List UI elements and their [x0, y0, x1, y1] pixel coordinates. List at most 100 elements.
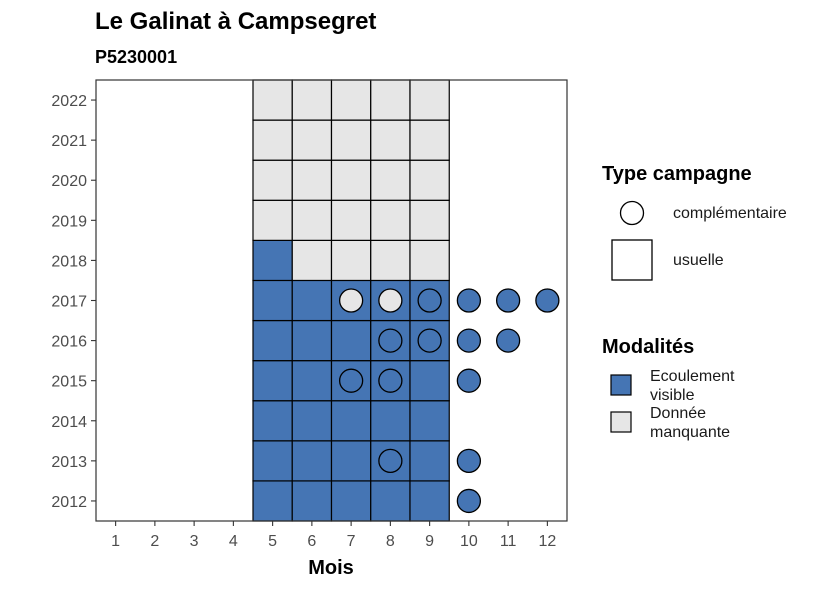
- point-2017-9: [417, 288, 442, 313]
- tile-2021-9: [409, 119, 450, 161]
- point-2017-11: [495, 288, 521, 313]
- legend-type-label-square: usuelle: [673, 252, 724, 269]
- x-tick-label-7: 7: [347, 533, 356, 550]
- x-tick-label-5: 5: [268, 533, 277, 550]
- tile-2012-6: [291, 480, 333, 522]
- x-axis-title: Mois: [308, 557, 354, 579]
- tile-2017-9: [409, 279, 450, 322]
- y-tick-label-2021: 2021: [51, 133, 87, 150]
- plot-panel: [95, 79, 568, 522]
- tile-2021-7: [330, 119, 372, 161]
- tile-2018-8: [370, 239, 411, 282]
- tile-2014-7: [330, 400, 372, 442]
- tile-2019-7: [330, 199, 372, 241]
- tile-2015-5: [252, 360, 293, 402]
- point-2017-7: [338, 288, 364, 313]
- tile-2012-5: [252, 480, 293, 522]
- tile-2012-9: [409, 480, 450, 522]
- point-2012-10: [456, 488, 482, 514]
- legend-type-key-circle: [619, 200, 645, 226]
- tile-2018-5: [252, 239, 293, 282]
- tile-2016-5: [252, 319, 293, 362]
- y-tick-label-2014: 2014: [51, 414, 87, 431]
- legend-modalites-title: Modalités: [602, 336, 694, 358]
- point-2015-8: [378, 368, 403, 393]
- tile-2014-6: [291, 400, 333, 442]
- chart-subtitle: P5230001: [95, 47, 177, 67]
- x-tick-label-2: 2: [150, 533, 159, 550]
- tile-2015-6: [291, 360, 333, 402]
- legend-modalite-label-donnee_manquante-0: Donnée: [650, 405, 706, 422]
- x-tick-label-9: 9: [425, 533, 434, 550]
- tile-2016-7: [330, 319, 372, 362]
- point-2017-12: [535, 288, 560, 313]
- legend-type-label-circle: complémentaire: [673, 205, 787, 222]
- point-2017-10: [456, 288, 482, 313]
- tile-2014-5: [252, 400, 293, 442]
- legend-modalite-key-ecoulement_visible: [610, 374, 632, 396]
- x-tick-label-1: 1: [111, 533, 120, 550]
- tile-2020-5: [252, 159, 293, 201]
- tile-2012-7: [330, 480, 372, 522]
- x-tick-label-4: 4: [229, 533, 238, 550]
- point-2015-10: [456, 368, 482, 393]
- tile-2022-7: [330, 79, 372, 121]
- y-tick-label-2018: 2018: [51, 253, 87, 270]
- tile-2020-7: [330, 159, 372, 201]
- tile-2022-5: [252, 79, 293, 121]
- y-tick-label-2013: 2013: [51, 454, 87, 471]
- tile-2022-9: [409, 79, 450, 121]
- chart-title: Le Galinat à Campsegret: [95, 8, 376, 35]
- y-tick-label-2019: 2019: [51, 213, 87, 230]
- tile-2013-6: [291, 440, 333, 482]
- point-2016-9: [417, 328, 442, 353]
- legend-modalite-key-donnee_manquante: [610, 411, 632, 433]
- point-2013-8: [378, 448, 403, 474]
- tile-2014-9: [409, 400, 450, 442]
- tile-2017-6: [291, 279, 333, 322]
- tile-2017-5: [252, 279, 293, 322]
- tile-2018-9: [409, 239, 450, 282]
- y-tick-label-2017: 2017: [51, 294, 87, 311]
- point-2015-7: [338, 368, 364, 393]
- y-tick-label-2022: 2022: [51, 93, 87, 110]
- tile-2020-9: [409, 159, 450, 201]
- legend-modalite-label-ecoulement_visible-1: visible: [650, 387, 695, 404]
- tile-2019-9: [409, 199, 450, 241]
- legend-type-campagne: Type campagne complémentaire usuelle: [602, 163, 787, 281]
- tile-2013-9: [409, 440, 450, 482]
- tile-2019-8: [370, 199, 411, 241]
- tile-2021-6: [291, 119, 333, 161]
- y-tick-label-2016: 2016: [51, 334, 87, 351]
- legend-modalite-label-donnee_manquante-1: manquante: [650, 424, 730, 441]
- x-axis: 1 2 3 4 5 6 7 8 9 10 11 12: [111, 521, 556, 550]
- x-tick-label-8: 8: [386, 533, 395, 550]
- tile-2019-6: [291, 199, 333, 241]
- tile-2012-8: [370, 480, 411, 522]
- tile-2018-6: [291, 239, 333, 282]
- y-tick-label-2012: 2012: [51, 494, 87, 511]
- legend-type-title: Type campagne: [602, 163, 752, 185]
- tile-2015-9: [409, 360, 450, 402]
- tile-2022-8: [370, 79, 411, 121]
- x-tick-label-3: 3: [190, 533, 199, 550]
- tile-2020-6: [291, 159, 333, 201]
- tile-2016-6: [291, 319, 333, 362]
- y-axis: 2012 2013 2014 2015 2016 2017 2018 2019 2020 2021…: [51, 93, 96, 511]
- tile-2022-6: [291, 79, 333, 121]
- point-2016-11: [495, 328, 521, 353]
- x-tick-label-11: 11: [500, 533, 517, 550]
- y-tick-label-2015: 2015: [51, 374, 87, 391]
- y-tick-label-2020: 2020: [51, 173, 87, 190]
- legend-modalite-label-ecoulement_visible-0: Ecoulement: [650, 368, 735, 385]
- x-tick-label-10: 10: [460, 533, 478, 550]
- tile-2014-8: [370, 400, 411, 442]
- tile-2013-7: [330, 440, 372, 482]
- tile-2018-7: [330, 239, 372, 282]
- x-tick-label-12: 12: [538, 533, 556, 550]
- tile-2020-8: [370, 159, 411, 201]
- tile-2021-5: [252, 119, 293, 161]
- tile-2019-5: [252, 199, 293, 241]
